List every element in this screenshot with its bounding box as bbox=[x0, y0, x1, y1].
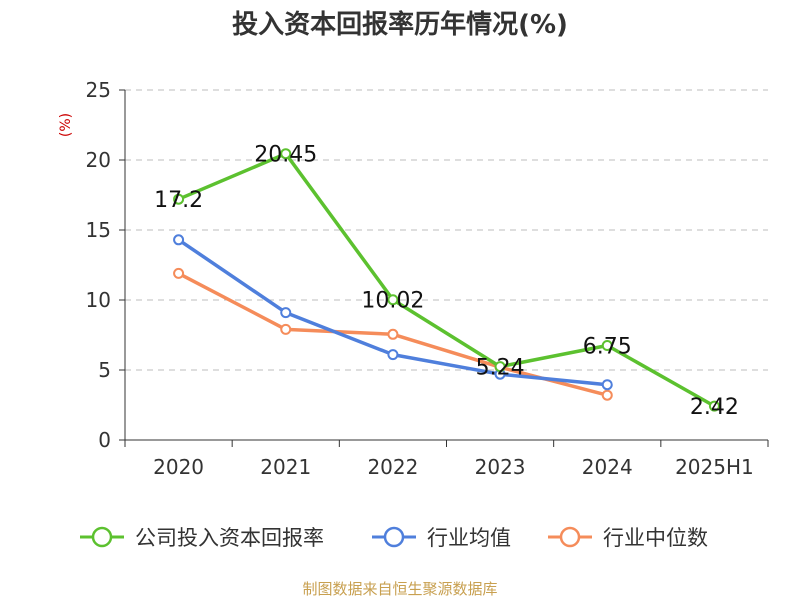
x-tick-label-2021: 2021 bbox=[260, 455, 311, 479]
data-label-5: 2.42 bbox=[690, 395, 739, 420]
y-tick-label-15: 15 bbox=[86, 218, 111, 242]
series-0-point-0 bbox=[173, 193, 185, 205]
series-1-point-1 bbox=[280, 307, 292, 319]
data-label-2: 10.02 bbox=[361, 289, 424, 314]
legend-label-1[interactable]: 行业均值 bbox=[427, 526, 511, 550]
source-note: 制图数据来自恒生聚源数据库 bbox=[302, 580, 497, 598]
x-tick-label-2022: 2022 bbox=[367, 455, 418, 479]
axes: 0 5 10 15 20 25 2020 2021 2022 2023 2024 2025H1 bbox=[86, 78, 769, 479]
series-lines bbox=[173, 148, 720, 412]
data-label-1: 20.45 bbox=[254, 143, 317, 168]
grid bbox=[125, 89, 768, 371]
legend-label-2[interactable]: 行业中位数 bbox=[603, 526, 708, 550]
data-label-0: 17.2 bbox=[154, 188, 203, 213]
series-1-point-2 bbox=[387, 349, 399, 361]
data-label-3: 5.24 bbox=[476, 356, 525, 381]
y-tick-label-0: 0 bbox=[98, 428, 111, 452]
series-1-point-4 bbox=[601, 379, 613, 391]
y-tick-label-25: 25 bbox=[86, 78, 111, 102]
series-0-point-3 bbox=[494, 361, 506, 373]
x-tick-label-2024: 2024 bbox=[582, 455, 633, 479]
y-tick-label-20: 20 bbox=[86, 148, 111, 172]
chart-title: 投入资本回报率历年情况(%) bbox=[232, 9, 568, 40]
x-tick-label-2020: 2020 bbox=[153, 455, 204, 479]
x-tick-label-2025H1: 2025H1 bbox=[675, 455, 754, 479]
y-tick-label-5: 5 bbox=[98, 358, 111, 382]
series-0-point-2 bbox=[387, 294, 399, 306]
series-1-point-0 bbox=[173, 234, 185, 246]
series-line-0 bbox=[177, 151, 716, 408]
legend-marker-1 bbox=[383, 526, 405, 548]
data-label-4: 6.75 bbox=[583, 335, 632, 360]
series-2-point-2 bbox=[387, 328, 399, 340]
x-tick-label-2023: 2023 bbox=[475, 455, 526, 479]
series-0-point-5 bbox=[708, 400, 720, 412]
series-2-point-0 bbox=[173, 267, 185, 279]
legend-marker-2 bbox=[559, 526, 581, 548]
legend[interactable]: 公司投入资本回报率 行业均值 行业中位数 bbox=[80, 526, 708, 550]
series-2-point-4 bbox=[601, 389, 613, 401]
series-0-point-1 bbox=[280, 148, 292, 160]
series-2-point-1 bbox=[280, 323, 292, 335]
data-labels: 17.2 20.45 10.02 5.24 6.75 2.42 bbox=[154, 143, 739, 420]
y-axis-unit: (%) bbox=[58, 113, 74, 137]
legend-label-0[interactable]: 公司投入资本回报率 bbox=[135, 526, 324, 550]
y-tick-label-10: 10 bbox=[86, 288, 111, 312]
legend-marker-0 bbox=[91, 526, 113, 548]
series-0-point-4 bbox=[601, 340, 613, 351]
